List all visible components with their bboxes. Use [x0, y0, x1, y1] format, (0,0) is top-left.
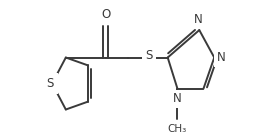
- Text: S: S: [47, 77, 54, 90]
- Text: N: N: [217, 51, 225, 64]
- Text: S: S: [145, 49, 153, 62]
- Text: N: N: [194, 13, 203, 26]
- Text: CH₃: CH₃: [168, 124, 187, 134]
- Text: O: O: [101, 8, 110, 21]
- Text: N: N: [173, 92, 182, 105]
